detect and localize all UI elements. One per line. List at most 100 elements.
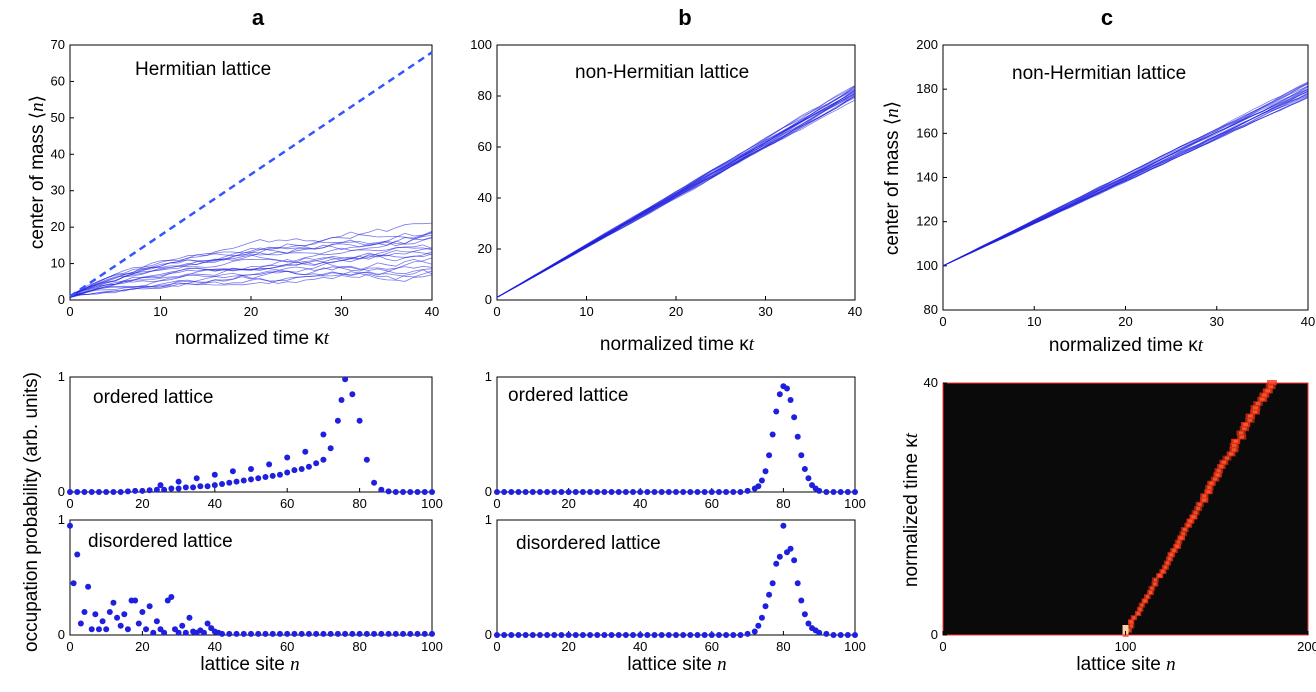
data-point — [320, 456, 327, 463]
data-point — [320, 431, 327, 438]
data-point — [110, 599, 117, 606]
data-point — [637, 632, 644, 638]
data-point — [744, 487, 751, 494]
data-point — [276, 630, 283, 637]
x-tick-label: 20 — [135, 639, 149, 654]
data-point — [508, 489, 515, 495]
heatmap-core-cell — [1176, 540, 1181, 544]
heatmap-core-cell — [1239, 435, 1244, 439]
data-point — [708, 489, 715, 495]
x-tick-label: 10 — [579, 304, 593, 319]
data-point — [305, 630, 312, 637]
x-tick-label: 60 — [705, 496, 719, 511]
data-point — [363, 630, 370, 637]
data-point — [615, 489, 622, 495]
data-point — [769, 580, 776, 587]
y-tick-label: 0 — [58, 484, 65, 499]
data-point — [284, 454, 291, 461]
y-tick-label: 0 — [58, 292, 65, 307]
data-point — [805, 620, 812, 627]
data-point — [81, 609, 88, 615]
data-point — [269, 472, 276, 479]
y-tick-label: 50 — [51, 110, 65, 125]
data-point — [150, 629, 157, 636]
data-point — [687, 632, 694, 638]
data-point — [823, 630, 830, 637]
data-point — [608, 632, 615, 638]
panel-letter-a: a — [252, 5, 265, 30]
heatmap-core-cell — [1193, 511, 1198, 515]
data-point — [139, 609, 146, 615]
heatmap-core-cell — [1197, 502, 1202, 506]
data-point — [758, 614, 765, 621]
data-point — [544, 489, 551, 495]
heatmap-core-cell — [1255, 402, 1261, 405]
data-point — [852, 489, 858, 495]
data-point — [737, 489, 744, 495]
data-point — [522, 489, 529, 495]
heatmap-core-cell — [1219, 465, 1224, 468]
chart-a-ordered: 0 20 40 60 80 100 0 1 ordered lattice — [58, 369, 443, 511]
y-tick-label: 0 — [485, 292, 492, 307]
data-point — [248, 476, 254, 483]
data-point — [190, 484, 197, 491]
data-point — [501, 489, 508, 495]
ensemble-trajectory — [942, 82, 1309, 267]
y-tick-label: 80 — [924, 302, 938, 317]
ensemble-trajectory — [69, 258, 433, 296]
data-point — [255, 475, 262, 482]
heatmap-core-cell — [1153, 582, 1157, 586]
data-point — [305, 463, 312, 470]
data-point — [327, 630, 334, 637]
data-point — [673, 632, 679, 638]
data-point — [175, 478, 182, 485]
data-point — [622, 632, 629, 638]
y-tick-label: 60 — [51, 73, 65, 88]
plot-frame — [69, 376, 433, 493]
data-point — [558, 489, 565, 495]
data-point — [342, 630, 349, 637]
data-point — [680, 489, 687, 495]
data-point — [644, 632, 651, 638]
data-point — [751, 628, 758, 635]
data-point — [320, 630, 327, 637]
data-point — [182, 484, 189, 491]
chart-c-top: 0 10 20 30 40 80 100 120 140 160 180 200 non-Hermiti… — [882, 37, 1315, 356]
data-point — [385, 630, 392, 637]
heatmap-core-cell — [1175, 544, 1179, 548]
data-point — [269, 630, 276, 637]
data-point — [715, 632, 722, 638]
heatmap-core-cell — [1228, 452, 1234, 456]
data-point — [601, 489, 608, 495]
data-point — [200, 629, 207, 636]
data-point — [665, 632, 672, 638]
data-point — [146, 487, 153, 494]
x-axis-label: lattice site n — [200, 654, 299, 675]
data-point — [515, 489, 522, 495]
x-tick-label: 100 — [844, 639, 866, 654]
data-point — [794, 433, 801, 440]
heatmap-core-cell — [1129, 620, 1133, 624]
ensemble-trajectory — [69, 237, 433, 297]
heatmap-core-cell — [1182, 528, 1187, 531]
heatmap-core-cell — [1247, 418, 1253, 422]
x-tick-label: 20 — [669, 304, 683, 319]
data-point — [414, 489, 421, 495]
x-tick-label: 100 — [421, 496, 443, 511]
heatmap-core-cell — [1206, 490, 1211, 494]
data-point — [536, 632, 543, 638]
data-point — [70, 580, 77, 587]
data-point — [783, 385, 790, 392]
data-point — [378, 630, 385, 637]
data-point — [798, 597, 805, 604]
heatmap-core-cell — [1207, 486, 1212, 489]
heatmap-core-cell — [1129, 624, 1133, 628]
data-point — [371, 479, 378, 486]
data-point — [400, 630, 407, 637]
x-axis-label: normalized time κt — [1049, 335, 1204, 356]
data-point — [762, 468, 769, 475]
data-point — [327, 445, 334, 452]
y-tick-label: 40 — [478, 190, 492, 205]
data-point — [551, 632, 558, 638]
data-point — [801, 466, 808, 472]
